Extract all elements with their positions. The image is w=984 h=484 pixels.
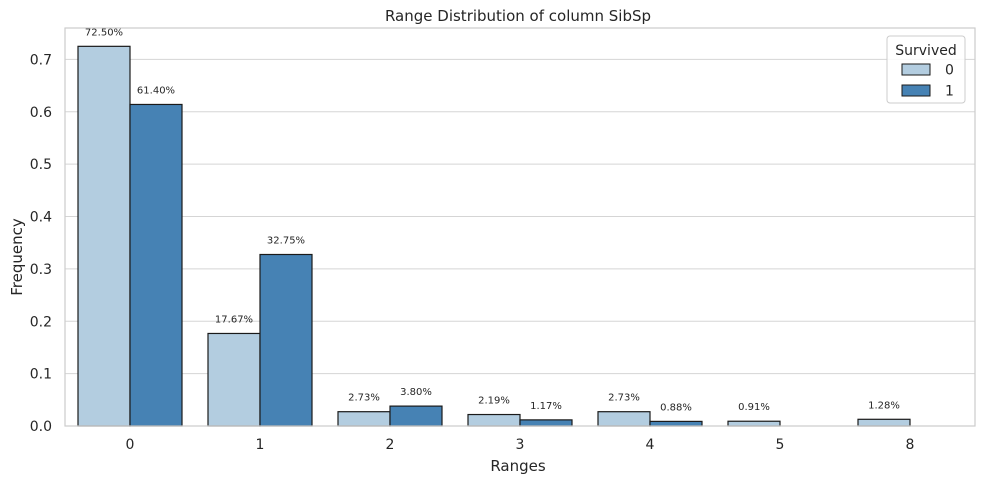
y-axis-label: Frequency [8, 218, 26, 296]
data-label: 3.80% [400, 387, 432, 398]
grid-lines [65, 58, 975, 427]
y-tick-label: 0.6 [30, 105, 52, 121]
bar-series-0-1 [207, 332, 261, 427]
data-label: 61.40% [137, 85, 175, 96]
bar-series-0-3 [467, 413, 521, 427]
bar-series-1-3 [519, 419, 573, 427]
legend-title: Survived [895, 43, 956, 59]
data-label: 2.73% [348, 393, 380, 404]
data-label: 2.73% [608, 393, 640, 404]
x-tick-label: 4 [646, 437, 655, 453]
x-axis-ticks: 0 1 2 3 4 5 8 [126, 437, 915, 453]
y-tick-label: 0.1 [30, 367, 52, 383]
y-tick-label: 0.2 [30, 314, 52, 330]
x-axis-label: Ranges [490, 457, 546, 475]
data-label: 2.19% [478, 396, 510, 407]
x-tick-label: 8 [906, 437, 915, 453]
data-labels: 72.50% 17.67% 2.73% 2.19% 2.73% 0.91% 1.28% 61.… [85, 27, 900, 413]
bar-series-0-0 [77, 45, 131, 427]
x-tick-label: 0 [126, 437, 135, 453]
bar-series-0-8 [857, 418, 911, 427]
bar-series-1-0 [129, 103, 183, 427]
y-tick-label: 0.0 [30, 419, 52, 435]
x-tick-label: 2 [386, 437, 395, 453]
plot-frame [64, 27, 976, 427]
x-tick-label: 3 [516, 437, 525, 453]
data-label: 1.17% [530, 401, 562, 412]
x-tick-label: 5 [776, 437, 785, 453]
legend-items: 01 [901, 63, 954, 100]
data-label: 0.88% [660, 402, 692, 413]
y-tick-label: 0.5 [30, 157, 52, 173]
data-label: 72.50% [85, 27, 123, 38]
legend-swatch-1 [901, 84, 931, 97]
chart-title: Range Distribution of column SibSp [385, 7, 651, 25]
legend: Survived 01 [886, 35, 966, 104]
legend-label: 0 [945, 63, 954, 79]
bars [77, 45, 911, 427]
data-label: 1.28% [868, 400, 900, 411]
legend-label: 1 [945, 84, 954, 100]
legend-swatch-0 [901, 63, 931, 76]
bar-series-1-4 [649, 420, 703, 427]
bar-series-0-2 [337, 411, 391, 427]
y-tick-label: 0.7 [30, 52, 52, 68]
bar-series-1-1 [259, 253, 313, 427]
data-label: 17.67% [215, 314, 253, 325]
y-tick-label: 0.3 [30, 262, 52, 278]
y-axis-ticks: 0.0 0.1 0.2 0.3 0.4 0.5 0.6 0.7 [30, 52, 52, 435]
y-tick-label: 0.4 [30, 210, 52, 226]
data-label: 32.75% [267, 235, 305, 246]
data-label: 0.91% [738, 402, 770, 413]
bar-series-0-4 [597, 411, 651, 427]
x-tick-label: 1 [256, 437, 265, 453]
bar-series-0-5 [727, 420, 781, 427]
bar-series-1-2 [389, 405, 443, 427]
